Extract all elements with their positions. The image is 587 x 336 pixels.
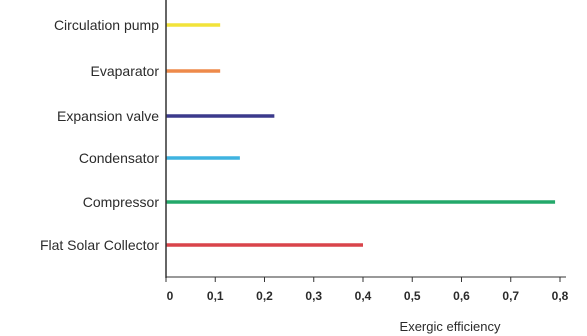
x-tick-label: 0,8 (552, 289, 569, 303)
category-labels: Circulation pump Evaparator Expansion valv… (40, 17, 159, 253)
x-axis-title: Exergic efficiency (400, 319, 501, 334)
x-tick-label: 0,5 (404, 289, 421, 303)
category-label-evaparator: Evaparator (91, 63, 160, 79)
category-label-condensator: Condensator (79, 150, 160, 166)
category-label-flat-solar-collector: Flat Solar Collector (40, 237, 159, 253)
x-tick-label: 0 (167, 289, 174, 303)
x-tick-label: 0,7 (502, 289, 519, 303)
category-label-compressor: Compressor (83, 194, 160, 210)
x-tick-label: 0,1 (207, 289, 224, 303)
x-tick-label: 0,6 (453, 289, 470, 303)
x-tick-label: 0,2 (256, 289, 273, 303)
x-tick-label: 0,4 (355, 289, 372, 303)
x-tick-label: 0,3 (305, 289, 322, 303)
category-label-expansion-valve: Expansion valve (57, 108, 159, 124)
bars-group (166, 23, 556, 247)
category-label-circulation-pump: Circulation pump (54, 17, 159, 33)
x-ticks: 0 0,1 0,2 0,3 0,4 0,5 0,6 0,7 0,8 (165, 277, 569, 303)
